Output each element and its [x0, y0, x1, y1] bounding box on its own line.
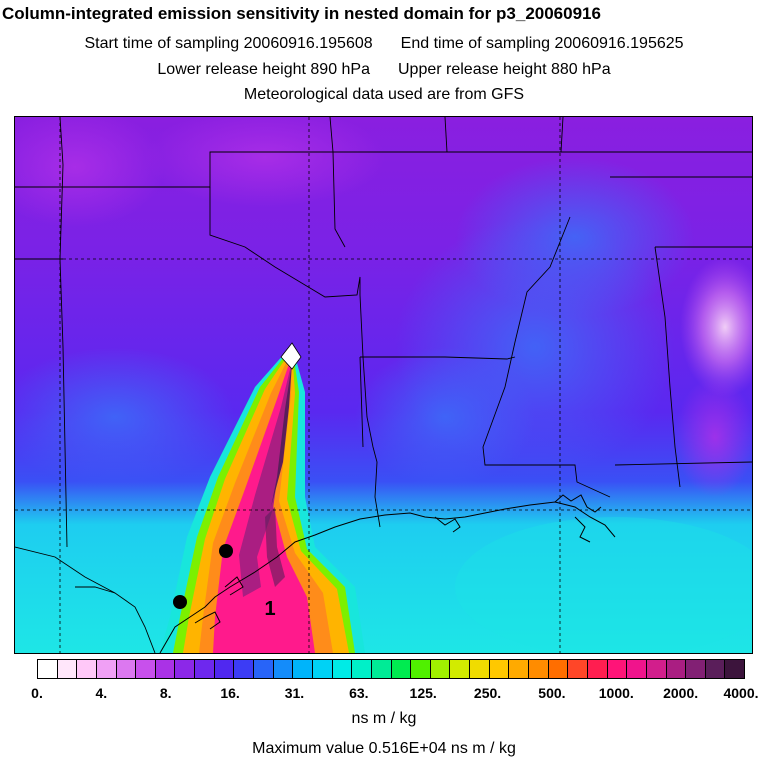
sample-point-marker — [173, 595, 187, 609]
colorbar-segment — [234, 660, 255, 678]
colorbar-segment — [509, 660, 530, 678]
sensitivity-map: 1 — [14, 116, 753, 654]
colorbar-segment — [136, 660, 156, 678]
met-source: Meteorological data used are from GFS — [243, 86, 525, 103]
colorbar-segment — [214, 660, 235, 678]
colorbar-segment — [155, 660, 176, 678]
colorbar-segment — [352, 660, 372, 678]
colorbar-tick-label: 2000. — [663, 685, 699, 701]
colorbar-segment — [666, 660, 687, 678]
colorbar-tick-label: 4. — [95, 685, 108, 701]
background-blobs — [15, 117, 752, 653]
colorbar-tick-label: 16. — [220, 685, 240, 701]
colorbar-segment — [529, 660, 549, 678]
colorbar-segment — [96, 660, 117, 678]
grid-lines — [15, 117, 752, 653]
release-lower: Lower release height 890 hPa — [157, 61, 370, 78]
colorbar-tick-label: 8. — [159, 685, 172, 701]
release-upper: Upper release height 880 hPa — [398, 61, 611, 78]
sample-markers: 1 — [173, 544, 276, 620]
colorbar-segment — [411, 660, 431, 678]
colorbar-segment — [175, 660, 196, 678]
plume — [160, 342, 365, 653]
colorbar-segment — [430, 660, 451, 678]
colorbar-segment — [705, 660, 726, 678]
colorbar-tick-label: 500. — [538, 685, 566, 701]
colorbar-segment — [371, 660, 392, 678]
colorbar-segment — [293, 660, 313, 678]
colorbar-segment — [725, 660, 745, 678]
colorbar-segment — [254, 660, 274, 678]
colorbar-tick-label: 0. — [31, 685, 43, 701]
colorbar-segment — [116, 660, 137, 678]
release-marker-label: 1 — [264, 598, 275, 620]
colorbar-tick-label: 63. — [349, 685, 369, 701]
colorbar-segment — [312, 660, 333, 678]
colorbar-segment — [548, 660, 569, 678]
colorbar-tick-label: 31. — [284, 685, 305, 701]
colorbar-tick-label: 250. — [473, 685, 502, 701]
sampling-end: End time of sampling 20060916.195625 — [400, 35, 684, 52]
colorbar-segment — [273, 660, 294, 678]
state-borders — [15, 117, 752, 653]
colorbar-segment — [607, 660, 628, 678]
colorbar-segment — [391, 660, 412, 678]
colorbar-tick-label: 4000. — [723, 685, 759, 701]
sampling-times: Start time of sampling 20060916.195608 En… — [0, 35, 768, 53]
colorbar-segment — [38, 660, 58, 678]
colorbar-segment — [195, 660, 215, 678]
colorbar-units: ns m / kg — [351, 710, 417, 727]
colorbar-ticks: 0. 4. 8. 16. 31. 63. 125. 250. 500. 1000. 2000. 400… — [31, 685, 758, 705]
sampling-start: Start time of sampling 20060916.195608 — [84, 35, 373, 52]
colorbar — [37, 659, 745, 679]
maximum-value: Maximum value 0.516E+04 ns m / kg — [252, 740, 516, 757]
colorbar-segment — [587, 660, 608, 678]
colorbar-segment — [470, 660, 490, 678]
colorbar-segment — [77, 660, 97, 678]
colorbar-segment — [450, 660, 471, 678]
colorbar-segment — [568, 660, 588, 678]
colorbar-tick-label: 125. — [409, 685, 437, 701]
colorbar-segment — [686, 660, 706, 678]
colorbar-tick-label: 1000. — [598, 685, 634, 701]
colorbar-segment — [332, 660, 353, 678]
sample-point-marker — [219, 544, 233, 558]
release-heights: Lower release height 890 hPa Upper releas… — [0, 61, 768, 79]
colorbar-segment — [627, 660, 647, 678]
colorbar-segment — [646, 660, 667, 678]
coastline — [159, 494, 616, 653]
colorbar-segment — [57, 660, 78, 678]
colorbar-segment — [489, 660, 510, 678]
figure-title: Column-integrated emission sensitivity i… — [2, 4, 601, 23]
